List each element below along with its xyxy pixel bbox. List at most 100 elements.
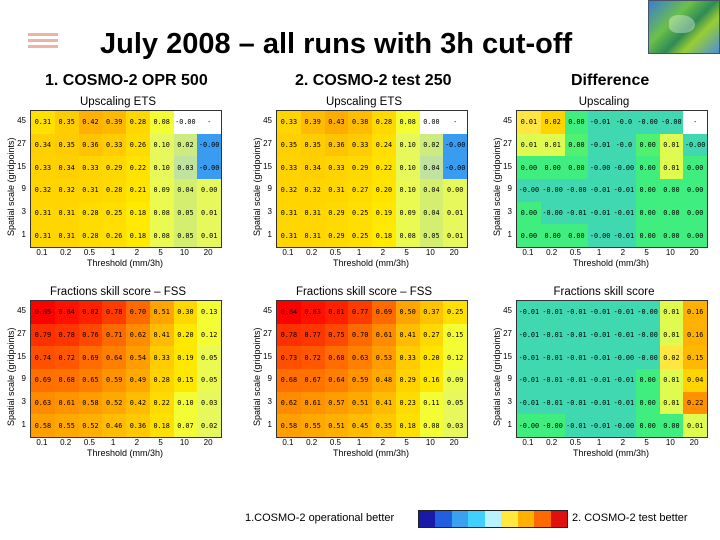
- heatmap-cell: 0.00: [659, 201, 684, 225]
- heatmap-cell: 0.78: [54, 323, 79, 347]
- heatmap-cell: 0.00: [540, 156, 565, 179]
- heatmap-cell: 0.00: [635, 201, 660, 225]
- heatmap-cell: 0.52: [78, 414, 103, 437]
- heatmap-cell: 0.31: [277, 201, 301, 225]
- heatmap-cell: 0.25: [348, 224, 372, 247]
- x-tick-label: 1: [596, 438, 602, 447]
- heatmap-cell: -0.01: [517, 391, 541, 415]
- heatmap-cell: 0.75: [324, 323, 349, 347]
- heatmap-cell: 0.01: [517, 133, 541, 157]
- heatmap-cell: -0.00: [659, 111, 684, 134]
- heatmap-cell: 0.18: [395, 414, 420, 437]
- heatmap-cell: 0.33: [102, 133, 126, 157]
- heatmap-cell: 0.00: [197, 178, 221, 202]
- y-tick-label: 3: [21, 397, 26, 406]
- heatmap-cell: 0.01: [659, 368, 684, 392]
- heatmap-cell: 0.41: [149, 323, 174, 347]
- heatmap-cell: -0.01: [564, 368, 589, 392]
- heatmap-cell: 0.31: [54, 224, 79, 247]
- heatmap-cell: 0.68: [54, 368, 79, 392]
- heatmap-cell: 0.20: [372, 178, 396, 202]
- heatmap-cell: 0.33: [78, 156, 103, 179]
- column-title-test: 2. COSMO-2 test 250: [295, 72, 452, 89]
- x-tick-label: 5: [404, 248, 409, 257]
- heatmap-cell: 0.28: [78, 224, 103, 247]
- heatmap-cell: 0.00: [635, 414, 660, 437]
- heatmap-cell: 0.08: [395, 111, 420, 134]
- heatmap-cell: 0.10: [149, 156, 174, 179]
- heatmap-cell: 0.00: [419, 111, 444, 134]
- heatmap-cell: -: [197, 111, 221, 134]
- heatmap-cell: 0.33: [149, 346, 174, 369]
- heatmap-cell: 0.00: [517, 224, 541, 247]
- y-tick-label: 1: [507, 419, 512, 429]
- heatmap-cell: 0.28: [372, 111, 396, 134]
- x-axis-label: Threshold (mm/3h): [332, 448, 410, 458]
- x-tick-label: 0.2: [306, 248, 318, 257]
- x-tick-label: 2: [620, 248, 626, 257]
- heatmap-cell: -0.00: [540, 201, 565, 225]
- heatmap-cell: 0.72: [300, 346, 325, 369]
- heatmap-cell: 0.33: [395, 346, 420, 369]
- heatmap-cell: 0.10: [395, 156, 420, 179]
- heatmap-cell: 0.00: [635, 156, 660, 179]
- y-tick-label: 3: [267, 397, 272, 406]
- heatmap-cell: 0.64: [324, 368, 349, 392]
- heatmap-cell: 0.01: [659, 323, 684, 347]
- heatmap-cell: 0.36: [126, 414, 150, 437]
- heatmap-cell: 0.34: [31, 133, 55, 157]
- heatmap-cell: -0.01: [517, 301, 541, 324]
- heatmap-cell: -0.01: [564, 346, 589, 369]
- x-axis-label: Threshold (mm/3h): [86, 448, 164, 458]
- heatmap-cell: -0.00: [540, 414, 565, 437]
- y-tick-label: 15: [503, 351, 512, 361]
- heatmap-cell: 0.27: [419, 323, 444, 347]
- heatmap-cell: 0.42: [126, 391, 150, 415]
- heatmap-cell: 0.22: [683, 391, 707, 415]
- heatmap-cell: 0.35: [54, 111, 79, 134]
- heatmap-cell: 0.51: [324, 414, 349, 437]
- y-tick-label: 27: [503, 329, 512, 338]
- x-tick-label: 1: [356, 438, 362, 447]
- heatmap-cell: 0.64: [102, 346, 126, 369]
- heatmap-cell: 0.31: [277, 224, 301, 247]
- x-tick-label: 10: [665, 438, 675, 447]
- heatmap-cell: -0.01: [612, 391, 636, 415]
- heatmap-cell: 0.31: [31, 201, 55, 225]
- y-tick-label: 45: [17, 306, 26, 316]
- heatmap-cell: 0.02: [540, 111, 565, 134]
- heatmap-cell: 0.15: [443, 323, 467, 347]
- heatmap-cell: 0.02: [419, 133, 444, 157]
- heatmap-cell: -0.01: [517, 323, 541, 347]
- heatmap-cell: -0.01: [517, 346, 541, 369]
- heatmap-cell: 0.31: [31, 224, 55, 247]
- heatmap-cell: 0.32: [54, 178, 79, 202]
- page-title: July 2008 – all runs with 3h cut-off: [100, 28, 573, 60]
- heatmap-cell: 0.58: [78, 391, 103, 415]
- heatmap-cell: 0.31: [324, 178, 349, 202]
- x-tick-label: 0.5: [569, 438, 581, 447]
- x-tick-label: 2: [134, 248, 140, 257]
- colorbar-swatch: [451, 511, 469, 527]
- heatmap-cell: 0.19: [372, 201, 396, 225]
- x-tick-label: 20: [689, 438, 699, 447]
- heatmap-cell: 0.22: [149, 391, 174, 415]
- heatmap-cell: 0.05: [419, 224, 444, 247]
- heatmap-grid: 0.01 0.02 0.00 -0.01 -0.0 -0.00 -0.00-0.01 0.01…: [516, 110, 708, 248]
- heatmap-cell: -0.01: [588, 178, 612, 202]
- heatmap-cell: 0.28: [126, 111, 150, 134]
- heatmap-grid: 0.33 0.39 0.43 0.38 0.28 0.08 0.00-0.35 0.35 0.3…: [276, 110, 468, 248]
- heatmap-cell: 0.01: [659, 391, 684, 415]
- heatmap-cell: 0.13: [197, 301, 221, 324]
- heatmap-cell: -0.01: [588, 111, 612, 134]
- heatmap-cell: 0.31: [31, 111, 55, 134]
- heatmap-cell: -0.01: [612, 201, 636, 225]
- heatmap-cell: -0.00: [540, 178, 565, 202]
- heatmap-cell: -0.00: [683, 133, 707, 157]
- column-title-opr: 1. COSMO-2 OPR 500: [45, 72, 208, 89]
- heatmap-cell: 0.51: [149, 301, 174, 324]
- heatmap-cell: -0.01: [588, 391, 612, 415]
- heatmap-cell: -0.01: [540, 346, 565, 369]
- heatmap-cell: 0.12: [197, 323, 221, 347]
- heatmap-cell: -0.00: [197, 133, 221, 157]
